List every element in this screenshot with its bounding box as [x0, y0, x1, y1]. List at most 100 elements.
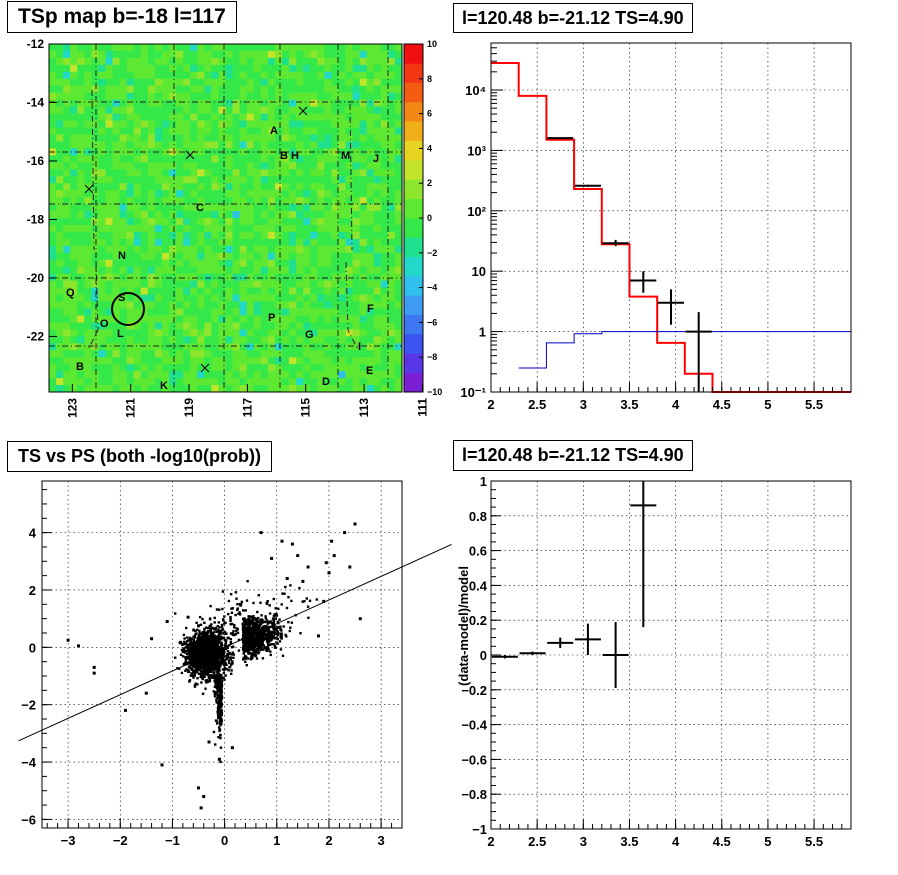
heat-cell: [176, 176, 184, 184]
heat-cell: [176, 78, 184, 87]
heat-cell: [176, 287, 184, 295]
heat-cell: [169, 50, 177, 59]
heat-cell: [154, 357, 163, 365]
heat-cell: [373, 357, 382, 365]
heat-cell: [359, 57, 368, 66]
heat-cell: [147, 183, 156, 191]
heat-cell: [105, 71, 113, 80]
heat-cell: [225, 197, 233, 205]
heat-cell: [98, 259, 106, 268]
heat-cell: [147, 329, 156, 337]
heat-cell: [176, 71, 184, 80]
heat-cell: [126, 190, 135, 198]
scatter-point: [187, 669, 190, 672]
heat-cell: [190, 106, 198, 114]
heat-cell: [352, 99, 361, 108]
heat-cell: [232, 218, 241, 226]
heat-cell: [197, 71, 205, 80]
heat-cell: [303, 350, 311, 358]
heat-cell: [91, 134, 99, 142]
scatter-point: [197, 652, 200, 655]
heat-cell: [133, 99, 142, 108]
heat-cell: [359, 190, 368, 198]
heat-cell: [169, 162, 177, 170]
heat-cell: [338, 57, 346, 66]
colorbar-tick-label: −6: [427, 317, 437, 327]
heat-cell: [274, 148, 283, 156]
heat-cell: [70, 211, 78, 219]
heat-cell: [281, 78, 290, 87]
heat-cell: [366, 183, 375, 191]
heat-cell: [218, 127, 226, 135]
heat-cell: [183, 245, 191, 254]
heat-cell: [359, 224, 368, 233]
scatter-point: [184, 656, 187, 660]
scatter-point: [203, 627, 206, 631]
heat-cell: [366, 357, 375, 365]
scatter-point: [244, 660, 247, 663]
heat-cell: [105, 218, 113, 226]
heat-cell: [105, 197, 113, 205]
heat-cell: [253, 113, 262, 121]
heat-cell: [225, 120, 233, 128]
heat-cell: [232, 183, 241, 191]
scatter-point: [216, 653, 220, 656]
heat-cell: [274, 44, 283, 52]
heat-cell: [394, 273, 403, 282]
scatter-point: [193, 658, 196, 661]
heat-cell: [133, 134, 142, 142]
scatter-point: [225, 632, 228, 635]
colorbar-tick-label: 2: [427, 178, 432, 188]
heat-cell: [331, 50, 339, 59]
heat-cell: [274, 287, 283, 295]
heat-cell: [380, 127, 389, 135]
heat-cell: [147, 197, 156, 205]
heat-cell: [133, 120, 142, 128]
x-tick-label: 115: [299, 398, 313, 418]
scatter-point: [244, 648, 248, 652]
heat-cell: [331, 106, 339, 114]
heat-cell: [359, 127, 368, 135]
scatter-point: [242, 656, 245, 659]
heat-cell: [232, 238, 241, 247]
heat-cell: [232, 252, 241, 261]
heat-cell: [70, 183, 78, 191]
heat-cell: [161, 106, 170, 114]
heat-cell: [260, 280, 269, 288]
heat-cell: [260, 99, 269, 108]
heat-cell: [366, 343, 375, 351]
heat-cell: [112, 169, 120, 177]
heat-cell: [190, 231, 198, 240]
heat-cell: [289, 252, 297, 261]
heat-cell: [183, 169, 191, 177]
map-label: E: [366, 365, 373, 377]
heat-cell: [98, 162, 106, 170]
x-tick-label: 4: [672, 397, 680, 412]
heat-cell: [352, 231, 361, 240]
heat-cell: [303, 336, 311, 344]
heat-cell: [394, 99, 403, 108]
heat-cell: [204, 371, 212, 379]
heat-cell: [183, 162, 191, 170]
heat-cell: [211, 204, 219, 212]
heat-cell: [296, 57, 304, 66]
heat-cell: [63, 169, 71, 177]
heat-cell: [176, 371, 184, 379]
scatter-point: [186, 636, 189, 639]
scatter-point: [285, 635, 288, 638]
heat-cell: [260, 113, 269, 121]
heat-cell: [204, 183, 212, 191]
heat-cell: [190, 211, 198, 219]
heat-cell: [218, 245, 226, 254]
scatter-point: [245, 618, 248, 622]
scatter-point: [247, 627, 250, 630]
heat-cell: [296, 301, 304, 309]
heat-cell: [253, 364, 262, 372]
scatter-point: [217, 621, 220, 624]
heat-cell: [218, 44, 226, 52]
heat-cell: [84, 211, 92, 219]
heat-cell: [338, 378, 346, 386]
heat-cell: [183, 287, 191, 295]
heat-cell: [373, 350, 382, 358]
heat-cell: [140, 50, 149, 59]
